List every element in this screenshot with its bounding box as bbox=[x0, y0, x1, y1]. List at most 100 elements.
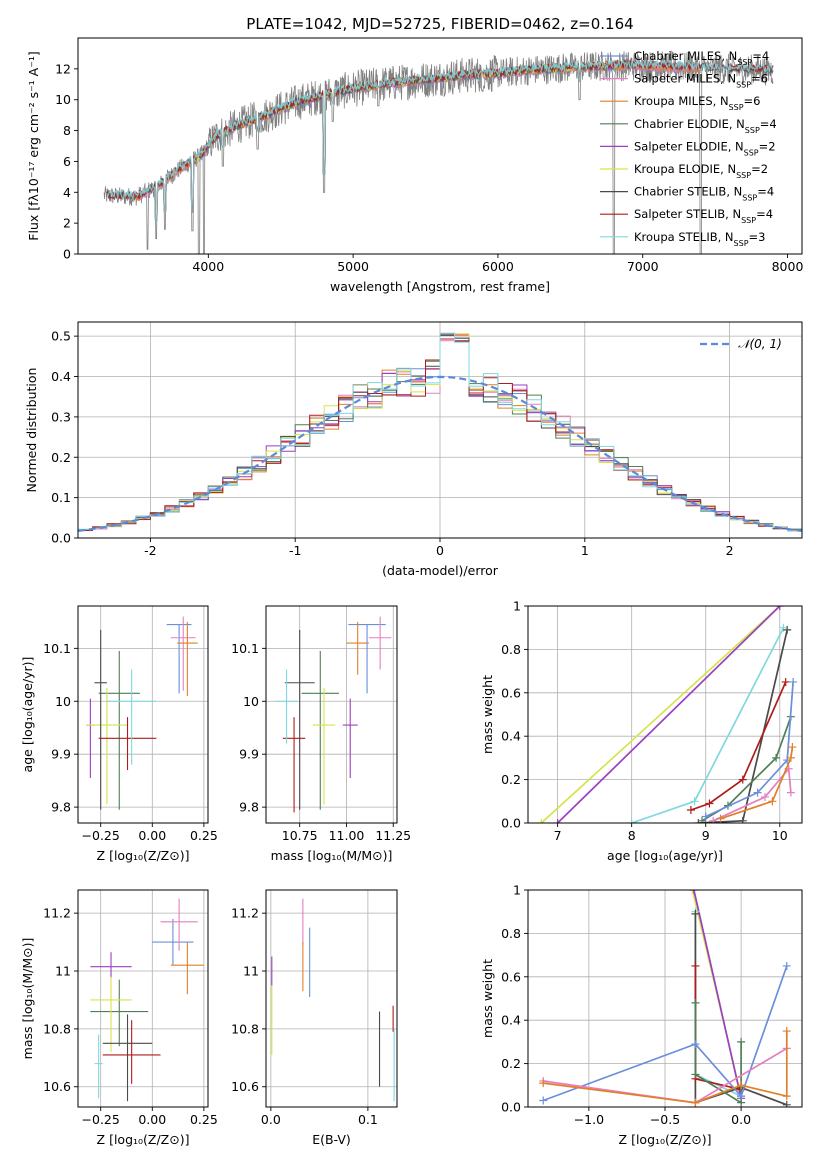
series-point-chabrier-elodie bbox=[698, 816, 707, 823]
x-tick-label: −0.5 bbox=[650, 1112, 680, 1127]
y-tick-label: 0.2 bbox=[501, 1056, 521, 1071]
axes-frame bbox=[77, 605, 209, 824]
plot-area bbox=[271, 898, 395, 1102]
y-tick-label: 0.6 bbox=[501, 685, 521, 700]
y-tick-label: 0.8 bbox=[501, 642, 521, 657]
mass-vs-Z-panel: −0.25 0.00 0.25 10.6 10.8 11 11.2 Z [log₁₀(Z/Z⊙… bbox=[20, 889, 218, 1147]
legend-label: Chabrier STELIB, NSSP=4 bbox=[634, 185, 774, 203]
y-tick-label: 12 bbox=[55, 61, 71, 76]
y-tick-label: 10.6 bbox=[231, 1079, 259, 1094]
y-tick-label: 6 bbox=[63, 154, 71, 169]
series-point-salpeter-stelib bbox=[781, 677, 790, 686]
x-tick-label: 0.25 bbox=[190, 1112, 218, 1127]
series-point-kroupa-elodie bbox=[537, 819, 546, 823]
series-line-salpeter-elodie bbox=[557, 606, 781, 823]
y-tick-label: 0.6 bbox=[501, 969, 521, 984]
x-tick-label: 7 bbox=[554, 828, 562, 843]
y-tick-label: 11.2 bbox=[43, 906, 71, 921]
y-tick-label: 9.9 bbox=[239, 747, 259, 762]
y-tick-label: 1 bbox=[513, 599, 521, 614]
series-point-chabrier-elodie bbox=[691, 998, 700, 1007]
axes-frame bbox=[77, 889, 209, 1108]
y-tick-label: 10.1 bbox=[43, 641, 71, 656]
y-tick-label: 0.4 bbox=[501, 1013, 521, 1028]
x-tick-label: 6000 bbox=[482, 259, 514, 274]
series-point-kroupa-miles bbox=[716, 814, 725, 823]
series-line-kroupa-elodie bbox=[540, 606, 781, 823]
x-tick-label: 0.0 bbox=[261, 1112, 281, 1127]
histogram-kroupa-stelib bbox=[78, 332, 802, 533]
x-tick-label: 0.00 bbox=[138, 828, 166, 843]
x-tick-label: 11.00 bbox=[329, 828, 365, 843]
y-tick-label: 1 bbox=[513, 883, 521, 898]
y-tick-label: 0.3 bbox=[51, 409, 71, 424]
x-tick-label: 0 bbox=[436, 543, 444, 558]
axes-frame bbox=[527, 605, 803, 824]
y-axis-label: Flux [fλ10⁻¹⁷ erg cm⁻² s⁻¹ A⁻¹] bbox=[26, 51, 41, 240]
series-line-salpeter-stelib bbox=[690, 681, 787, 811]
series-point-chabrier-miles bbox=[691, 1040, 700, 1049]
plot-area bbox=[537, 606, 798, 823]
x-tick-label: 8000 bbox=[772, 259, 804, 274]
series-line-salpeter-miles bbox=[712, 766, 792, 822]
x-axis-label: Z [log₁₀(Z/Z⊙)] bbox=[619, 1132, 712, 1147]
y-tick-label: 0.8 bbox=[501, 926, 521, 941]
y-tick-label: 4 bbox=[63, 185, 71, 200]
y-axis-label: Normed distribution bbox=[24, 368, 39, 493]
plot-area bbox=[275, 616, 392, 813]
y-tick-label: 8 bbox=[63, 123, 71, 138]
x-axis-label: E(B-V) bbox=[312, 1132, 351, 1147]
legend-label: Kroupa STELIB, NSSP=3 bbox=[634, 230, 765, 248]
x-tick-label: -2 bbox=[144, 543, 156, 558]
x-tick-label: 0.00 bbox=[138, 1112, 166, 1127]
series-point-chabrier-miles bbox=[753, 788, 762, 797]
y-tick-label: 10.6 bbox=[43, 1079, 71, 1094]
x-tick-label: 8 bbox=[628, 828, 636, 843]
x-axis-label: wavelength [Angstrom, rest frame] bbox=[330, 279, 550, 294]
x-tick-label: 10 bbox=[772, 828, 788, 843]
series-point-kroupa-miles bbox=[737, 1081, 746, 1090]
spectrum-legend: Chabrier MILES, NSSP=4 Salpeter MILES, NS… bbox=[600, 49, 777, 247]
age-vs-Z-panel: −0.25 0.00 0.25 9.8 9.9 10 10.1 Z [log₁₀(Z/Z⊙)]… bbox=[20, 605, 218, 863]
y-tick-label: 10.8 bbox=[231, 1021, 259, 1036]
legend-label: Chabrier MILES, NSSP=4 bbox=[634, 49, 769, 67]
x-tick-label: −1.0 bbox=[574, 1112, 604, 1127]
spectrum-panel: 4000 5000 6000 7000 8000 0 2 4 6 8 10 12 wavelength … bbox=[26, 37, 804, 294]
series-point-chabrier-elodie bbox=[691, 1070, 700, 1079]
legend-label: Chabrier ELODIE, NSSP=4 bbox=[634, 117, 777, 135]
x-axis-label: mass [log₁₀(M/M⊙)] bbox=[271, 848, 393, 863]
series-point-salpeter-miles bbox=[786, 788, 795, 797]
weight-vs-age-panel: 7 8 9 10 0.0 0.2 0.4 0.6 0.8 1 age [log₁₀(age/yr)]… bbox=[480, 599, 803, 863]
y-tick-label: 0.0 bbox=[501, 1100, 521, 1115]
series-point-salpeter-miles bbox=[760, 792, 769, 801]
series-point-chabrier-miles bbox=[782, 961, 791, 970]
legend-label: Salpeter MILES, NSSP=6 bbox=[634, 72, 768, 90]
series-point-chabrier-stelib bbox=[783, 625, 792, 634]
series-point-chabrier-miles bbox=[539, 1096, 548, 1105]
series-point-salpeter-stelib bbox=[705, 799, 714, 808]
model-spectrum-kroupa-stelib bbox=[106, 58, 774, 221]
series-point-salpeter-miles bbox=[709, 816, 718, 823]
x-tick-label: -1 bbox=[289, 543, 301, 558]
series-point-chabrier-miles bbox=[737, 1092, 746, 1101]
series-point-salpeter-stelib bbox=[686, 805, 695, 814]
figure-title: PLATE=1042, MJD=52725, FIBERID=0462, z=0… bbox=[246, 15, 633, 33]
y-tick-label: 10.1 bbox=[231, 641, 259, 656]
x-axis-label: age [log₁₀(age/yr)] bbox=[607, 848, 723, 863]
y-axis-label: mass [log₁₀(M/M⊙)] bbox=[20, 938, 35, 1060]
x-tick-label: 9 bbox=[702, 828, 710, 843]
x-tick-label: 0.1 bbox=[358, 1112, 378, 1127]
series-point-salpeter-stelib bbox=[738, 775, 747, 784]
series-point-kroupa-stelib bbox=[627, 819, 636, 823]
axes-frame bbox=[265, 605, 398, 824]
y-tick-label: 11.2 bbox=[231, 906, 259, 921]
y-axis-label: age [log₁₀(age/yr)] bbox=[20, 657, 35, 773]
legend-label: 𝒩(0, 1) bbox=[738, 337, 782, 351]
x-axis-label: (data-model)/error bbox=[382, 563, 499, 578]
normal-curve bbox=[78, 375, 802, 532]
x-tick-label: 1 bbox=[581, 543, 589, 558]
y-tick-label: 9.8 bbox=[239, 800, 259, 815]
y-axis-label: mass weight bbox=[480, 959, 495, 1038]
series-point-kroupa-miles bbox=[768, 797, 777, 806]
